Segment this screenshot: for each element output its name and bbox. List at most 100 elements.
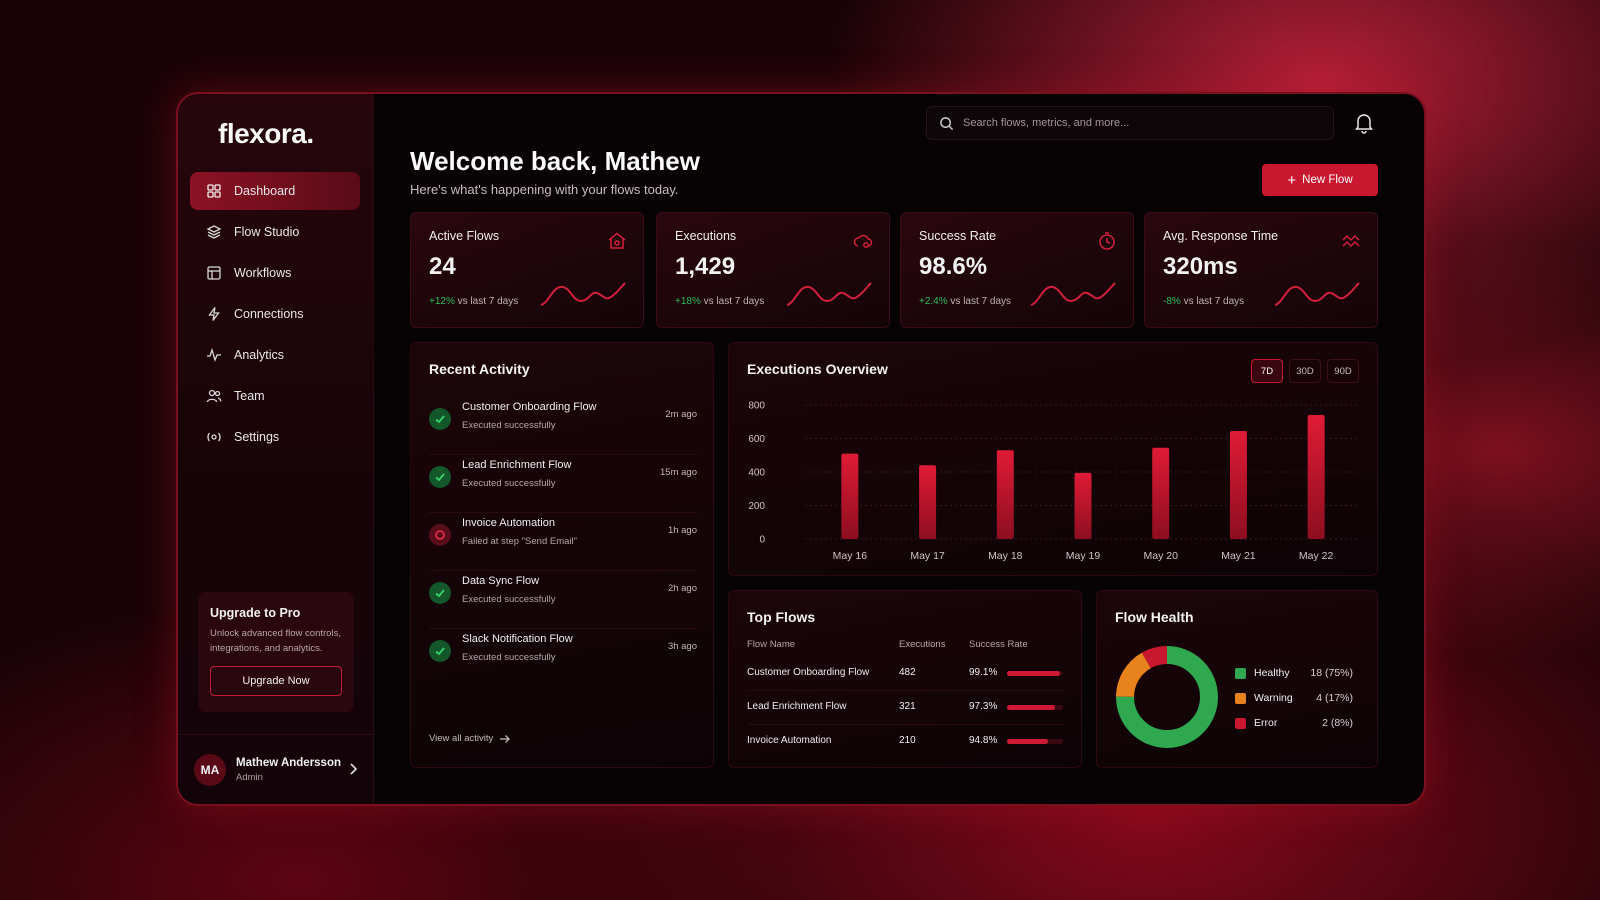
bolt-icon xyxy=(206,306,222,322)
sidebar-item-flow-studio[interactable]: Flow Studio xyxy=(190,213,360,251)
bar-may-18[interactable] xyxy=(996,450,1014,539)
stat-delta: +12% vs last 7 days xyxy=(429,296,518,307)
bar-may-16[interactable] xyxy=(841,453,859,539)
upgrade-title: Upgrade to Pro xyxy=(210,606,301,620)
panel-title: Flow Health xyxy=(1115,609,1194,625)
table-row[interactable]: Customer Onboarding Flow 482 99.1% xyxy=(747,657,1065,691)
success-rate-bar-fill xyxy=(1007,671,1061,676)
settings-icon xyxy=(206,429,222,445)
stat-value: 320ms xyxy=(1163,253,1238,280)
flow-name-cell: Invoice Automation xyxy=(747,735,832,746)
stat-card-success-rate[interactable]: Success Rate 98.6% +2.4% vs last 7 days xyxy=(900,212,1134,328)
stat-value: 98.6% xyxy=(919,253,988,280)
panel-title: Executions Overview xyxy=(747,361,888,377)
executions-bar-chart: 0 200 400 600 800 May 16 May 17 May 18 May 19 May… xyxy=(748,401,1357,562)
x-tick-label: May 19 xyxy=(1066,550,1101,562)
success-rate-cell: 94.8% xyxy=(969,735,998,746)
legend-swatch xyxy=(1235,693,1246,704)
user-profile[interactable]: MA Mathew Andersson Admin xyxy=(178,734,374,804)
sidebar-item-analytics[interactable]: Analytics xyxy=(190,336,360,374)
brand-logo[interactable]: flexora. xyxy=(218,118,314,149)
chevron-right-icon[interactable] xyxy=(348,762,358,776)
bar-may-22[interactable] xyxy=(1307,415,1325,539)
range-7d-button[interactable]: 7D xyxy=(1251,359,1283,383)
user-info: Mathew Andersson Admin xyxy=(236,757,341,783)
table-row[interactable]: Invoice Automation 210 94.8% xyxy=(747,725,1065,759)
bar-may-20[interactable] xyxy=(1152,447,1170,539)
x-tick-label: May 22 xyxy=(1299,550,1334,562)
search-icon xyxy=(940,116,954,130)
stat-card-active-flows[interactable]: Active Flows 24 +12% vs last 7 days xyxy=(410,212,644,328)
app-window: flexora. Dashboard Flow Studio Workflows xyxy=(176,92,1426,806)
sidebar-item-dashboard[interactable]: Dashboard xyxy=(190,172,360,210)
search-input[interactable] xyxy=(963,117,1303,129)
donut-segment-error xyxy=(1116,646,1218,748)
executions-cell: 482 xyxy=(899,667,916,678)
flow-health-donut xyxy=(1116,646,1218,748)
x-tick-label: May 18 xyxy=(988,550,1023,562)
x-tick-label: May 16 xyxy=(833,550,868,562)
new-flow-button[interactable]: + New Flow xyxy=(1262,164,1378,196)
stat-value: 1,429 xyxy=(675,253,736,280)
stat-delta: -8% vs last 7 days xyxy=(1163,296,1244,307)
stat-title: Active Flows xyxy=(429,229,500,243)
y-tick-label: 0 xyxy=(759,535,765,546)
activity-name: Data Sync Flow xyxy=(462,575,540,587)
range-90d-button[interactable]: 90D xyxy=(1327,359,1359,383)
legend-value: 4 (17%) xyxy=(1316,692,1353,704)
activity-status: Executed successfully xyxy=(462,420,556,431)
flow-name-cell: Lead Enrichment Flow xyxy=(747,701,847,712)
sidebar-item-label: Connections xyxy=(234,307,304,321)
stat-card-executions[interactable]: Executions 1,429 +18% vs last 7 days xyxy=(656,212,890,328)
legend-item-error: Error 2 (8%) xyxy=(1235,715,1353,733)
sparkline xyxy=(786,282,872,306)
activity-status: Executed successfully xyxy=(462,652,556,663)
bell-icon[interactable] xyxy=(1354,112,1374,134)
sidebar-item-team[interactable]: Team xyxy=(190,377,360,415)
success-rate-cell: 99.1% xyxy=(969,667,998,678)
sidebar-item-workflows[interactable]: Workflows xyxy=(190,254,360,292)
arrow-right-icon xyxy=(500,734,511,743)
sidebar-item-label: Settings xyxy=(234,430,280,444)
stat-delta: +2.4% vs last 7 days xyxy=(919,296,1011,307)
activity-item[interactable]: Slack Notification Flow Executed successf… xyxy=(429,629,697,687)
legend-value: 2 (8%) xyxy=(1322,717,1353,729)
layout-icon xyxy=(206,265,222,281)
legend-swatch xyxy=(1235,668,1246,679)
bar-may-21[interactable] xyxy=(1229,430,1247,539)
panel-title: Top Flows xyxy=(747,609,816,625)
bar-may-19[interactable] xyxy=(1074,472,1092,539)
search-bar[interactable] xyxy=(926,106,1334,140)
sidebar-item-label: Dashboard xyxy=(234,184,296,198)
activity-item[interactable]: Invoice Automation Failed at step "Send E… xyxy=(429,513,697,571)
success-rate-bar xyxy=(1007,671,1063,676)
activity-time: 15m ago xyxy=(660,467,697,478)
upgrade-now-button[interactable]: Upgrade Now xyxy=(210,666,342,696)
legend-swatch xyxy=(1235,718,1246,729)
column-header-success-rate: Success Rate xyxy=(969,639,1028,650)
activity-item[interactable]: Lead Enrichment Flow Executed successfull… xyxy=(429,455,697,513)
activity-time: 2h ago xyxy=(667,583,697,594)
grid-icon xyxy=(206,183,222,199)
bar-may-17[interactable] xyxy=(919,465,937,539)
table-row[interactable]: Lead Enrichment Flow 321 97.3% xyxy=(747,691,1065,725)
trend-icon xyxy=(1342,234,1360,248)
stat-delta-value: +2.4% xyxy=(919,296,948,307)
stat-card-avg-response-time[interactable]: Avg. Response Time 320ms -8% vs last 7 d… xyxy=(1144,212,1378,328)
sidebar-item-settings[interactable]: Settings xyxy=(190,418,360,456)
sidebar-item-connections[interactable]: Connections xyxy=(190,295,360,333)
activity-item[interactable]: Data Sync Flow Executed successfully 2h ag… xyxy=(429,571,697,629)
executions-cell: 321 xyxy=(899,701,916,712)
page-subtitle: Here's what's happening with your flows … xyxy=(410,182,679,197)
legend-label: Error xyxy=(1254,717,1278,729)
activity-time: 3h ago xyxy=(667,641,697,652)
flow-health-panel: Flow Health Healthy 18 (75%) Warning 4 (17%… xyxy=(1096,590,1378,768)
page-title: Welcome back, Mathew xyxy=(410,146,700,176)
view-all-activity-link[interactable]: View all activity xyxy=(429,733,511,744)
activity-item[interactable]: Customer Onboarding Flow Executed success… xyxy=(429,397,697,455)
legend-label: Healthy xyxy=(1254,667,1290,679)
executions-overview-panel: Executions Overview 7D 30D 90D 0 200 400 60… xyxy=(728,342,1378,576)
range-30d-button[interactable]: 30D xyxy=(1289,359,1321,383)
legend-item-warning: Warning 4 (17%) xyxy=(1235,690,1353,708)
y-tick-label: 400 xyxy=(748,468,765,479)
